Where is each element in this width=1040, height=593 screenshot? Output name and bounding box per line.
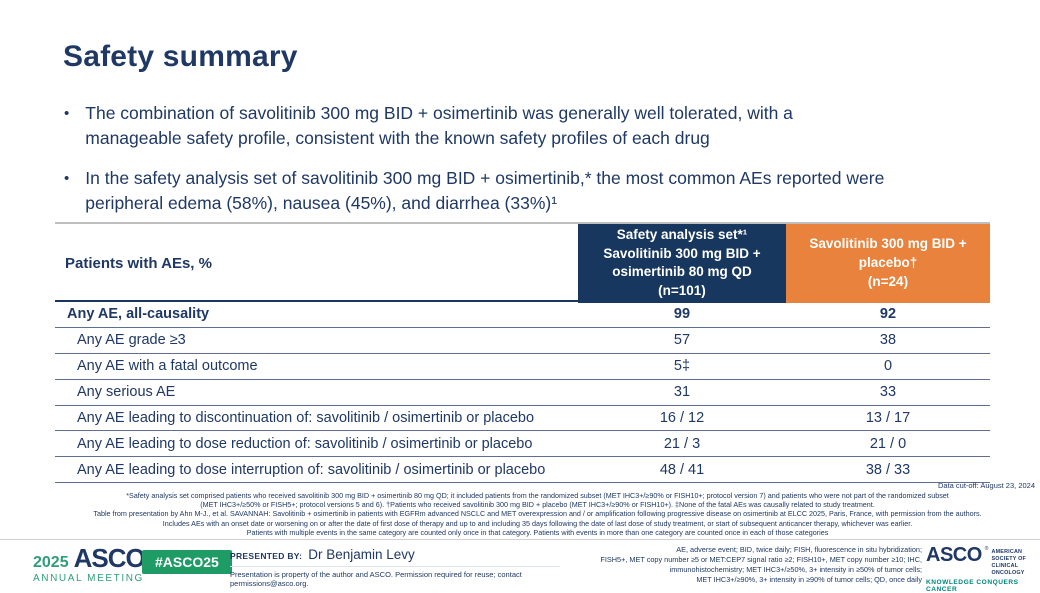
footer: 2025 ASCO ® ANNUAL MEETING #ASCO25 PRESE… — [0, 539, 1040, 593]
row-value-placebo: 38 — [879, 332, 897, 349]
row-value-combo: 57 — [673, 332, 691, 349]
meeting-year: 2025 — [33, 554, 69, 571]
abbreviations: AE, adverse event; BID, twice daily; FIS… — [600, 545, 922, 584]
row-label: Any AE leading to dose reduction of: sav… — [77, 435, 533, 452]
row-label: Any AE leading to discontinuation of: sa… — [77, 410, 535, 426]
row-value-placebo: 38 / 33 — [865, 461, 911, 478]
table-row: Any AE leading to dose reduction of: sav… — [55, 431, 990, 458]
table-header-combo-arm: Safety analysis set*¹ Savolitinib 300 mg… — [578, 224, 786, 303]
row-value-combo: 31 — [673, 384, 691, 401]
safety-table: Patients with AEs, % Safety analysis set… — [55, 222, 990, 484]
row-label: Any serious AE — [77, 384, 176, 401]
presenter-block: PRESENTED BY: Dr Benjamin Levy Presentat… — [230, 547, 560, 588]
footnote-line: Includes AEs with an onset date or worse… — [162, 518, 913, 528]
registered-mark-icon: ® — [984, 546, 989, 552]
bullet-item: • In the safety analysis set of savoliti… — [64, 166, 994, 216]
asco-wordmark: ASCO — [926, 544, 982, 566]
bullet-list: • The combination of savolitinib 300 mg … — [64, 101, 994, 230]
bullet-icon: • — [64, 105, 70, 122]
asco-society-logo: ASCO ® AMERICAN SOCIETY OF CLINICAL ONCO… — [926, 544, 1034, 593]
bullet-icon: • — [64, 169, 70, 187]
table-row: Any AE with a fatal outcome 5‡ 0 — [55, 354, 990, 380]
row-label: Any AE, all-causality — [67, 306, 210, 323]
presented-by-label: PRESENTED BY: — [230, 551, 303, 561]
row-value-placebo: 33 — [879, 384, 897, 401]
table-row: Any AE grade ≥3 57 38 — [55, 328, 990, 354]
page-title: Safety summary — [63, 40, 298, 73]
table-header-placebo-arm: Savolitinib 300 mg BID + placebo† (n=24) — [786, 224, 990, 303]
row-value-placebo: 13 / 17 — [865, 410, 911, 426]
data-cutoff: Data cut-off: August 23, 2024 — [937, 481, 1035, 490]
row-value-combo: 21 / 3 — [663, 435, 701, 452]
bullet-text: In the safety analysis set of savolitini… — [85, 167, 885, 213]
table-row: Any serious AE 31 33 — [55, 380, 990, 406]
asco-annual-meeting-logo: 2025 ASCO ® ANNUAL MEETING — [33, 543, 154, 584]
table-header-row: Patients with AEs, % Safety analysis set… — [55, 222, 990, 303]
footnote-line: (MET IHC3+/≥50% or FISH5+; protocol vers… — [200, 500, 875, 510]
footnote-line: *Safety analysis set comprised patients … — [126, 490, 949, 500]
society-tagline: KNOWLEDGE CONQUERS CANCER — [926, 579, 1019, 593]
permission-notice: Presentation is property of the author a… — [230, 566, 560, 588]
table-row: Any AE leading to dose interruption of: … — [55, 457, 990, 484]
row-value-placebo: 21 / 0 — [869, 435, 907, 452]
table-header-patients: Patients with AEs, % — [65, 254, 212, 272]
row-label: Any AE with a fatal outcome — [77, 358, 258, 375]
meeting-subtitle: ANNUAL MEETING — [33, 573, 144, 584]
hashtag-badge: #ASCO25 — [142, 550, 232, 574]
bullet-text: The combination of savolitinib 300 mg BI… — [85, 103, 793, 148]
asco-wordmark: ASCO — [73, 543, 146, 573]
presenter-name: Dr Benjamin Levy — [308, 547, 415, 562]
row-value-combo: 16 / 12 — [659, 410, 705, 426]
society-name: AMERICAN SOCIETY OF CLINICAL ONCOLOGY — [991, 549, 1027, 577]
row-value-placebo: 92 — [879, 306, 897, 323]
row-value-combo: 99 — [673, 306, 691, 323]
row-value-placebo: 0 — [883, 358, 893, 375]
bullet-item: • The combination of savolitinib 300 mg … — [64, 101, 994, 151]
footnote-line: Patients with multiple events in the sam… — [246, 528, 829, 538]
footnotes: Data cut-off: August 23, 2024 *Safety an… — [40, 481, 1035, 538]
row-value-combo: 5‡ — [673, 358, 691, 375]
table-row: Any AE leading to discontinuation of: sa… — [55, 406, 990, 432]
row-label: Any AE leading to dose interruption of: … — [77, 461, 546, 478]
footnote-line: Table from presentation by Ahn M-J., et … — [93, 509, 982, 519]
table-body: Any AE, all-causality 99 92 Any AE grade… — [55, 300, 990, 484]
row-value-combo: 48 / 41 — [659, 461, 705, 478]
row-label: Any AE grade ≥3 — [77, 332, 186, 349]
table-row: Any AE, all-causality 99 92 — [55, 302, 990, 328]
